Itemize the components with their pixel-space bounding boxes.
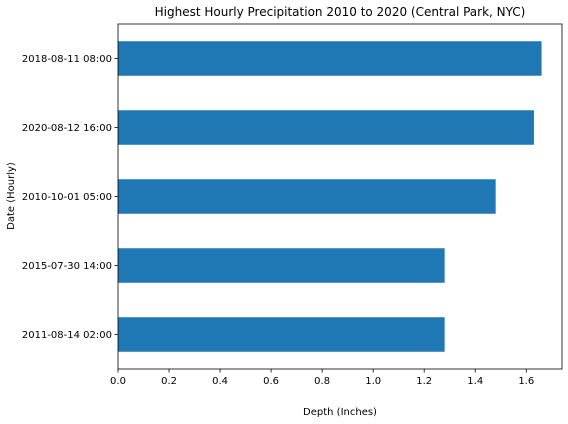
plot-frame bbox=[117, 23, 563, 370]
x-tick-label: 1.0 bbox=[365, 376, 381, 387]
y-axis-label: Date (Hourly) bbox=[6, 162, 17, 230]
x-axis-ticks: 0.0 0.2 0.4 0.6 0.8 1.0 1.2 1.4 1.6 bbox=[110, 369, 534, 387]
x-axis-label: Depth (Inches) bbox=[303, 407, 377, 418]
bar bbox=[118, 41, 542, 76]
x-tick-label: 0.8 bbox=[314, 376, 330, 387]
bars-layer bbox=[118, 41, 542, 352]
chart-title: Highest Hourly Precipitation 2010 to 202… bbox=[155, 5, 526, 19]
y-tick-label: 2010-10-01 05:00 bbox=[22, 192, 112, 203]
y-tick-label: 2020-08-12 16:00 bbox=[22, 123, 112, 134]
y-tick-label: 2018-08-11 08:00 bbox=[22, 54, 112, 65]
bar bbox=[118, 248, 445, 283]
x-tick-label: 0.6 bbox=[263, 376, 279, 387]
x-tick-label: 0.4 bbox=[212, 376, 228, 387]
x-tick-label: 0.2 bbox=[161, 376, 177, 387]
bar bbox=[118, 110, 534, 145]
x-tick-label: 1.2 bbox=[416, 376, 432, 387]
bar bbox=[118, 179, 496, 214]
x-tick-label: 1.6 bbox=[518, 376, 534, 387]
x-tick-label: 0.0 bbox=[110, 376, 126, 387]
x-tick-label: 1.4 bbox=[467, 376, 483, 387]
bar bbox=[118, 317, 445, 352]
y-tick-label: 2011-08-14 02:00 bbox=[22, 330, 112, 341]
y-axis-ticks: 2018-08-11 08:00 2020-08-12 16:00 2010-10-… bbox=[22, 54, 118, 341]
y-tick-label: 2015-07-30 14:00 bbox=[22, 261, 112, 272]
